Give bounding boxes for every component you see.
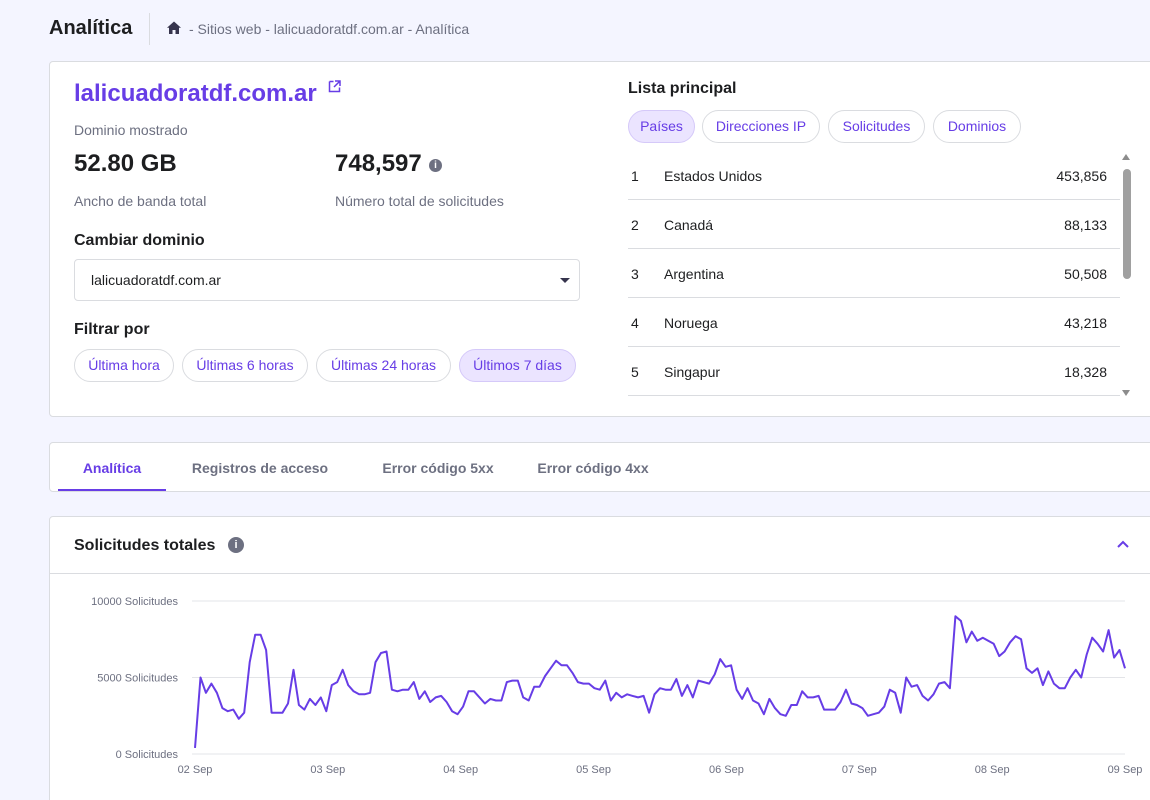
list-rank: 5: [631, 364, 639, 380]
total-requests-card: Solicitudes totales i 0 Solicitudes 5000 …: [49, 516, 1150, 800]
x-tick-label: 04 Sep: [443, 764, 478, 776]
list-value: 43,218: [1064, 315, 1107, 331]
list-item: 2 Canadá 88,133: [628, 200, 1120, 249]
x-tick-label: 08 Sep: [975, 764, 1010, 776]
tab-error-4xx[interactable]: Error código 4xx: [537, 460, 649, 476]
tab-error-5xx[interactable]: Error código 5xx: [382, 460, 494, 476]
list-item: 5 Singapur 18,328: [628, 347, 1120, 396]
x-tick-label: 09 Sep: [1108, 764, 1143, 776]
scrollbar-thumb[interactable]: [1123, 169, 1131, 279]
list-value: 50,508: [1064, 266, 1107, 282]
series-line: [194, 615, 1126, 748]
requests-line-chart: 0 Solicitudes 5000 Solicitudes 10000 Solic…: [91, 596, 1143, 776]
list-item: 1 Estados Unidos 453,856: [628, 151, 1120, 200]
requests-label: Número total de solicitudes: [335, 193, 504, 209]
top-list-table[interactable]: 1 Estados Unidos 453,856 2 Canadá 88,133…: [628, 151, 1120, 396]
x-tick-label: 05 Sep: [576, 764, 611, 776]
list-value: 88,133: [1064, 217, 1107, 233]
active-tab-indicator: [58, 489, 166, 491]
info-icon[interactable]: i: [228, 537, 244, 553]
x-tick-label: 03 Sep: [310, 764, 345, 776]
x-tick-label: 07 Sep: [842, 764, 877, 776]
home-icon[interactable]: [166, 20, 182, 36]
filter-last-7-days[interactable]: Últimos 7 días: [459, 349, 576, 382]
bandwidth-value: 52.80 GB: [74, 150, 177, 177]
top-bar: Analítica - Sitios web - lalicuadoratdf.…: [0, 0, 1150, 60]
x-tick-label: 02 Sep: [178, 764, 213, 776]
page-title: Analítica: [49, 17, 133, 39]
chart-header: Solicitudes totales i: [50, 517, 1150, 574]
y-tick-label: 0 Solicitudes: [116, 749, 179, 761]
tab-requests[interactable]: Solicitudes: [828, 110, 925, 143]
list-value: 18,328: [1064, 364, 1107, 380]
tab-ip-addresses[interactable]: Direcciones IP: [702, 110, 820, 143]
list-country: Singapur: [664, 364, 721, 380]
tab-analytics[interactable]: Analítica: [82, 460, 142, 476]
chevron-down-icon: [560, 278, 570, 283]
info-icon[interactable]: i: [429, 159, 442, 172]
scroll-up-arrow[interactable]: [1122, 154, 1130, 160]
y-tick-label: 10000 Solicitudes: [91, 596, 178, 608]
domain-title[interactable]: lalicuadoratdf.com.ar: [74, 80, 317, 107]
section-tabs: Analítica Registros de acceso Error códi…: [49, 442, 1150, 492]
list-rank: 3: [631, 266, 639, 282]
list-value: 453,856: [1056, 168, 1107, 184]
list-country: Noruega: [664, 315, 718, 331]
list-rank: 4: [631, 315, 639, 331]
tab-countries[interactable]: Países: [628, 110, 695, 143]
list-item: 3 Argentina 50,508: [628, 249, 1120, 298]
bandwidth-label: Ancho de banda total: [74, 193, 207, 209]
chart-title: Solicitudes totales: [74, 537, 216, 554]
y-tick-label: 5000 Solicitudes: [97, 673, 178, 685]
external-link-icon[interactable]: [328, 80, 341, 93]
chevron-up-icon[interactable]: [1116, 539, 1130, 549]
breadcrumb: - Sitios web - lalicuadoratdf.com.ar - A…: [189, 21, 470, 37]
x-tick-label: 06 Sep: [709, 764, 744, 776]
list-rank: 1: [631, 168, 639, 184]
title-divider: [149, 13, 150, 45]
domain-select[interactable]: lalicuadoratdf.com.ar: [74, 259, 580, 301]
change-domain-label: Cambiar dominio: [74, 232, 205, 249]
overview-card: lalicuadoratdf.com.ar Dominio mostrado 5…: [49, 61, 1150, 417]
requests-value: 748,597: [335, 150, 422, 177]
filter-last-24-hours[interactable]: Últimas 24 horas: [316, 349, 451, 382]
tab-domains[interactable]: Dominios: [933, 110, 1021, 143]
list-country: Canadá: [664, 217, 714, 233]
list-country: Argentina: [664, 266, 724, 282]
scroll-down-arrow[interactable]: [1122, 390, 1130, 396]
filter-label: Filtrar por: [74, 321, 150, 338]
tab-access-logs[interactable]: Registros de acceso: [191, 460, 329, 476]
list-item: 4 Noruega 43,218: [628, 298, 1120, 347]
list-rank: 2: [631, 217, 639, 233]
domain-label: Dominio mostrado: [74, 122, 188, 138]
top-list-title: Lista principal: [628, 80, 737, 97]
filter-last-6-hours[interactable]: Últimas 6 horas: [182, 349, 308, 382]
domain-select-value: lalicuadoratdf.com.ar: [91, 272, 221, 288]
filter-last-hour[interactable]: Última hora: [74, 349, 174, 382]
list-country: Estados Unidos: [664, 168, 763, 184]
